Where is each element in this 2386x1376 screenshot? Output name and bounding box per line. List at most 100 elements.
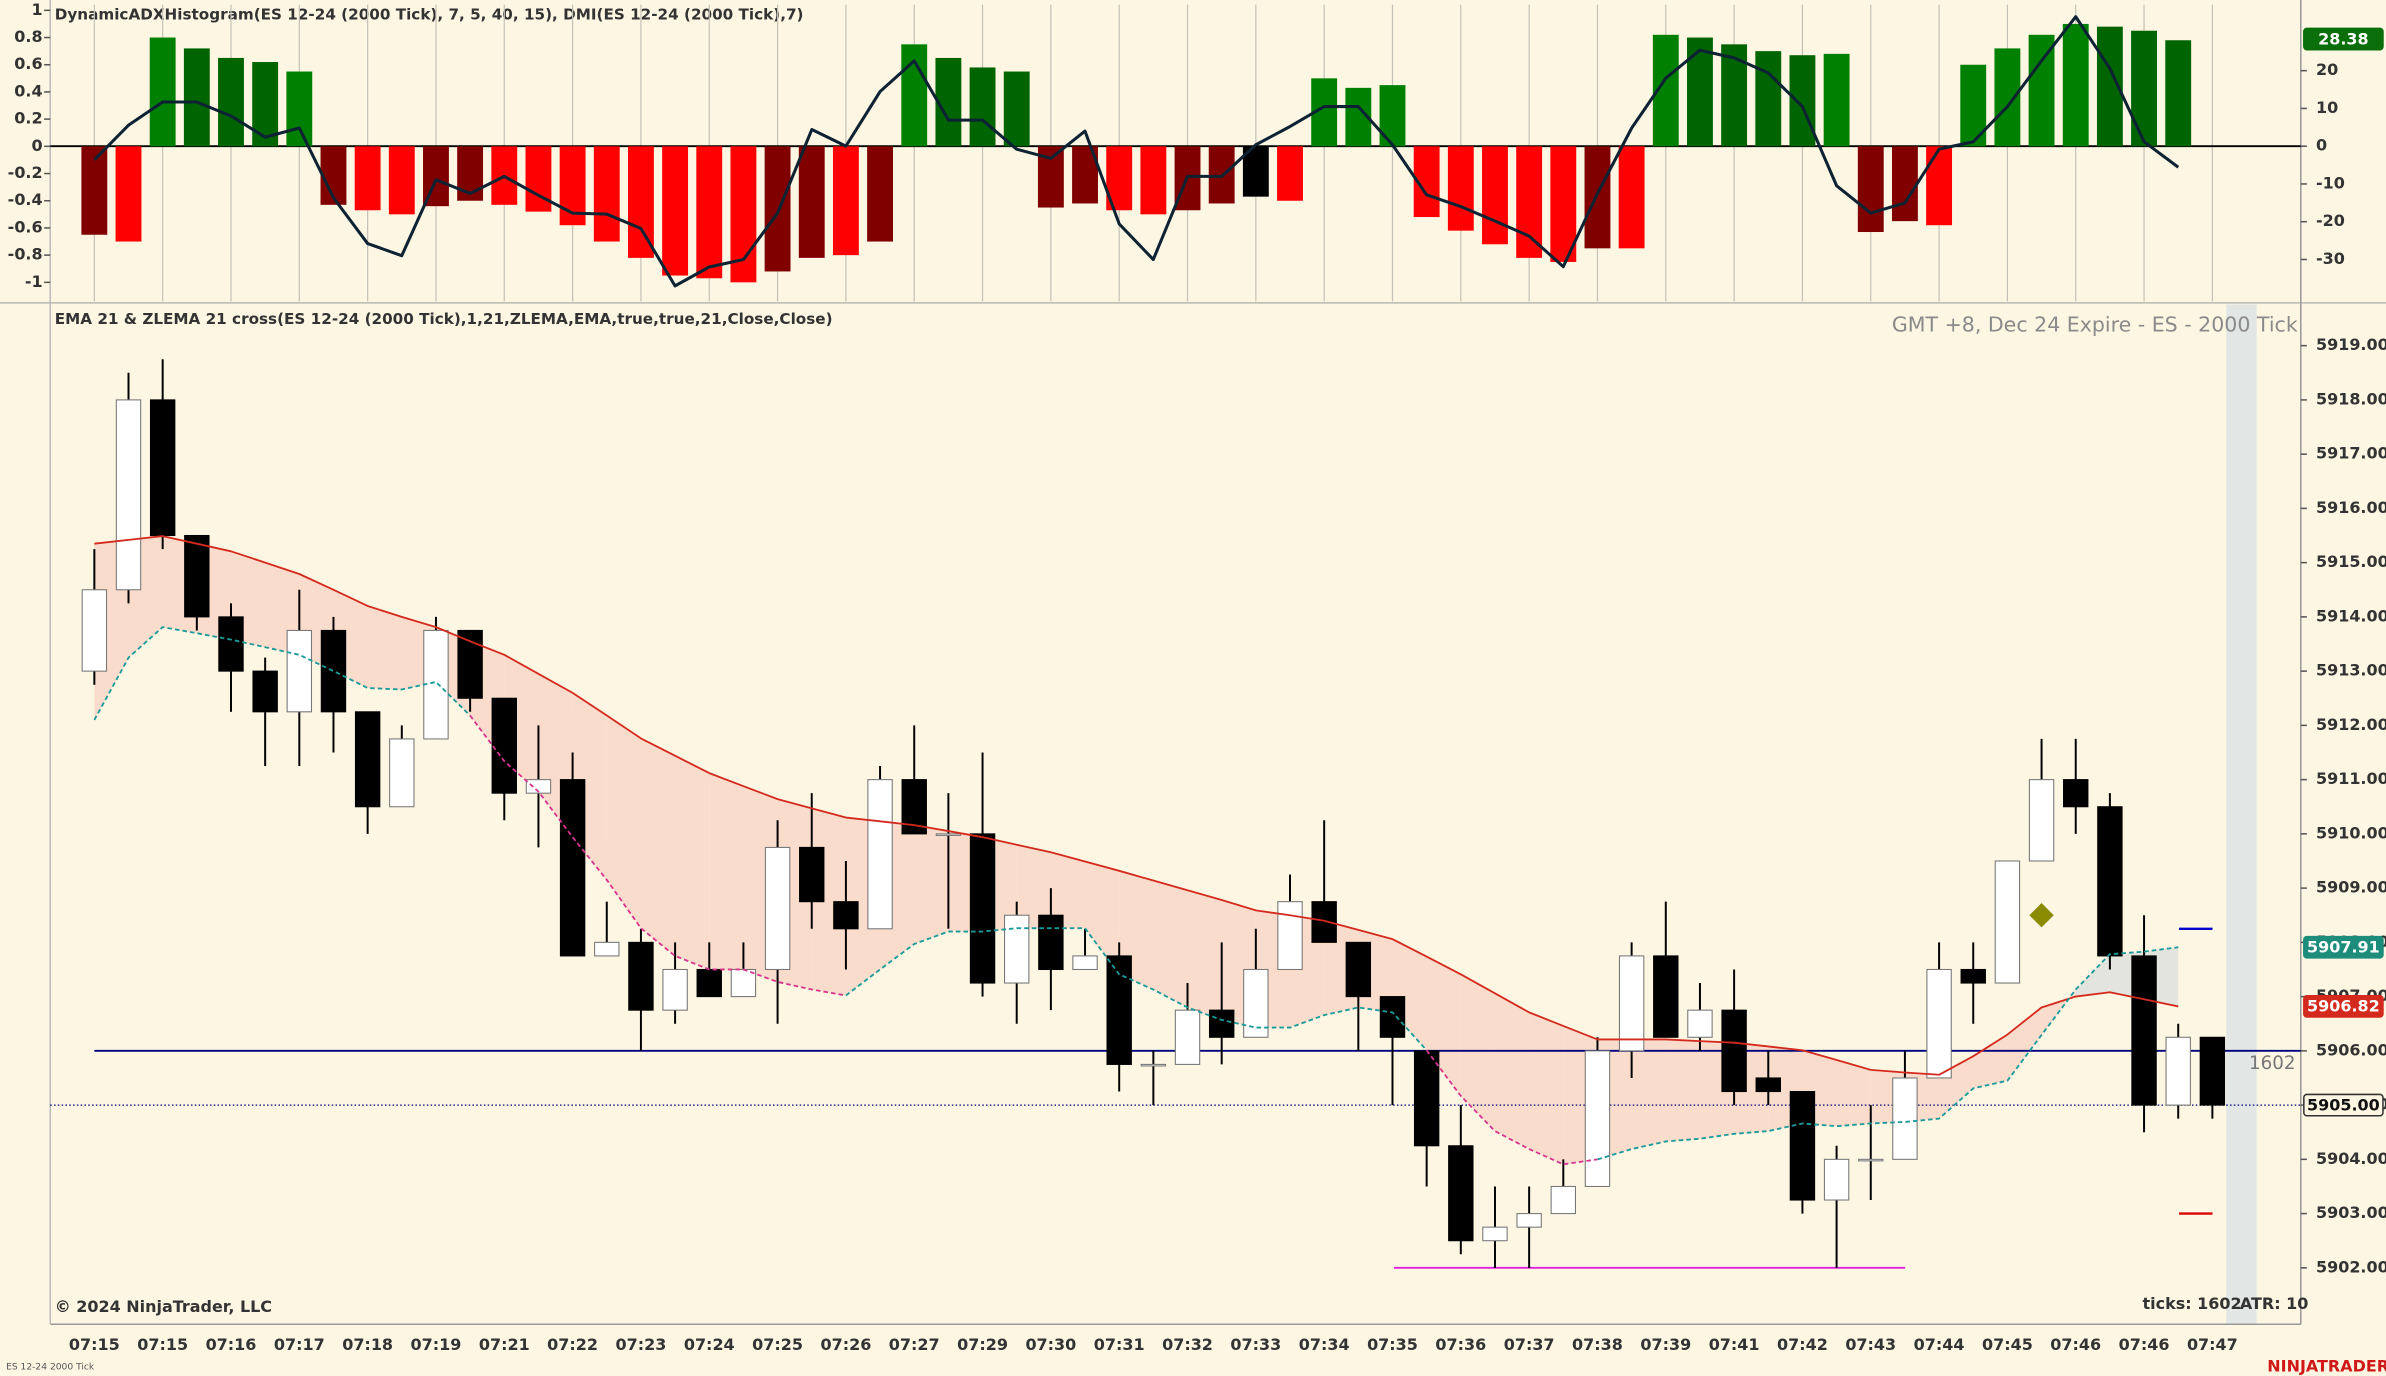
candle-body (1311, 901, 1337, 943)
candle-body (389, 738, 415, 808)
indicator-line (469, 715, 1598, 1166)
y2-tick-label: 10 (2316, 98, 2338, 117)
indicator-title: EMA 21 & ZLEMA 21 cross(ES 12-24 (2000 T… (55, 310, 833, 328)
band-fill (675, 755, 710, 970)
band-fill (2007, 1007, 2042, 1081)
x-tick-label: 07:23 (616, 1335, 667, 1354)
candle-body (423, 629, 449, 740)
candle-body (1174, 1009, 1201, 1065)
candle-body (1004, 914, 1030, 984)
candle-body (81, 589, 108, 672)
price-badge-label: 28.38 (2318, 29, 2369, 48)
y-tick-label: 5902.00 (2316, 1257, 2386, 1276)
histogram-bar (1891, 146, 1918, 222)
chart-subtitle: GMT +8, Dec 24 Expire - ES - 2000 Tick (1892, 313, 2298, 337)
band-fill (2075, 954, 2110, 997)
y-tick-label: 5916.00 (2316, 498, 2386, 517)
histogram-bar (388, 146, 415, 215)
candle-body (2063, 779, 2089, 808)
band-fill (1187, 890, 1222, 1020)
candle-body (1994, 860, 2021, 984)
y-tick-label: 5917.00 (2316, 444, 2386, 463)
band-fill (606, 715, 641, 929)
y-tick-label: -1 (25, 272, 43, 291)
candle-body (354, 711, 381, 808)
candle-body (1858, 1158, 1884, 1162)
candle-body (764, 846, 791, 971)
histogram-bar (798, 146, 825, 258)
band-fill (1836, 1060, 1871, 1127)
candle-body (252, 670, 278, 713)
y2-tick-label: -20 (2316, 211, 2345, 230)
histogram-bar (867, 146, 893, 242)
histogram-bar (149, 37, 176, 147)
candle-body (218, 616, 244, 672)
x-tick-label: 07:16 (206, 1335, 257, 1354)
candle-body (2097, 806, 2123, 957)
histogram-bar (1618, 146, 1645, 249)
y-tick-label: 0.8 (14, 27, 42, 46)
histogram-bar (627, 146, 654, 258)
candle-body (730, 968, 757, 998)
histogram-bar (2131, 30, 2157, 147)
candle-body (525, 779, 552, 794)
x-tick-label: 07:22 (547, 1335, 598, 1354)
y-tick-label: -0.8 (8, 245, 43, 264)
x-tick-label: 07:36 (1435, 1335, 1486, 1354)
x-tick-label: 07:26 (820, 1335, 871, 1354)
x-tick-label: 07:35 (1367, 1335, 1418, 1354)
band-fill (1494, 993, 1530, 1150)
candle-body (1038, 914, 1064, 971)
candle-body (662, 968, 688, 1011)
x-tick-label: 07:30 (1025, 1335, 1076, 1354)
signal-diamond (2029, 903, 2054, 928)
y-tick-label: 5911.00 (2316, 769, 2386, 788)
histogram-bar (1379, 85, 1406, 147)
price-badge (2303, 1093, 2384, 1117)
candle-body (1413, 1050, 1440, 1147)
band-fill (1973, 1034, 2008, 1089)
histogram-bar (1823, 53, 1850, 147)
histogram-bar (286, 71, 313, 147)
candle-body (1960, 968, 1986, 984)
histogram-bar (1516, 146, 1543, 258)
y-tick-label: -0.6 (8, 217, 43, 236)
x-tick-label: 07:38 (1572, 1335, 1623, 1354)
x-tick-label: 07:25 (752, 1335, 803, 1354)
histogram-bar (1755, 51, 1782, 147)
histogram-bar (1584, 146, 1611, 249)
histogram-bar (525, 146, 552, 212)
histogram-bar (2165, 40, 2192, 147)
candle-body (1721, 1009, 1747, 1093)
x-tick-label: 07:15 (137, 1335, 188, 1354)
y-tick-label: 5918.00 (2316, 389, 2386, 408)
histogram-bar (81, 146, 108, 235)
atr-label: ATR: 10 (2240, 1294, 2308, 1313)
candle-body (1653, 955, 1679, 1038)
x-tick-label: 07:46 (2119, 1335, 2170, 1354)
candle-body (1208, 1009, 1235, 1038)
y-tick-label: 5912.00 (2316, 715, 2386, 734)
x-tick-label: 07:46 (2050, 1335, 2101, 1354)
histogram-bar (1687, 37, 1713, 147)
candle-body (594, 941, 620, 957)
price-badge (2303, 994, 2384, 1018)
histogram-bar (2062, 23, 2089, 147)
histogram-bar (1857, 146, 1884, 233)
candle-body (320, 629, 347, 713)
indicator-line (93, 626, 2179, 1161)
histogram-bar (1550, 146, 1577, 262)
x-tick-label: 07:34 (1299, 1335, 1350, 1354)
y-tick-label: 5914.00 (2316, 606, 2386, 625)
histogram-bar (1277, 146, 1303, 201)
band-fill (709, 773, 744, 970)
band-fill (1392, 939, 1427, 1051)
histogram-bar (183, 48, 210, 147)
histogram-bar (593, 146, 620, 242)
candle-body (2165, 1036, 2191, 1106)
x-tick-label: 07:41 (1709, 1335, 1760, 1354)
x-tick-label: 07:45 (1982, 1335, 2033, 1354)
band-fill (1460, 974, 1495, 1132)
price-badge-label: 5905.00 (2307, 1095, 2380, 1114)
histogram-bar (969, 67, 996, 147)
